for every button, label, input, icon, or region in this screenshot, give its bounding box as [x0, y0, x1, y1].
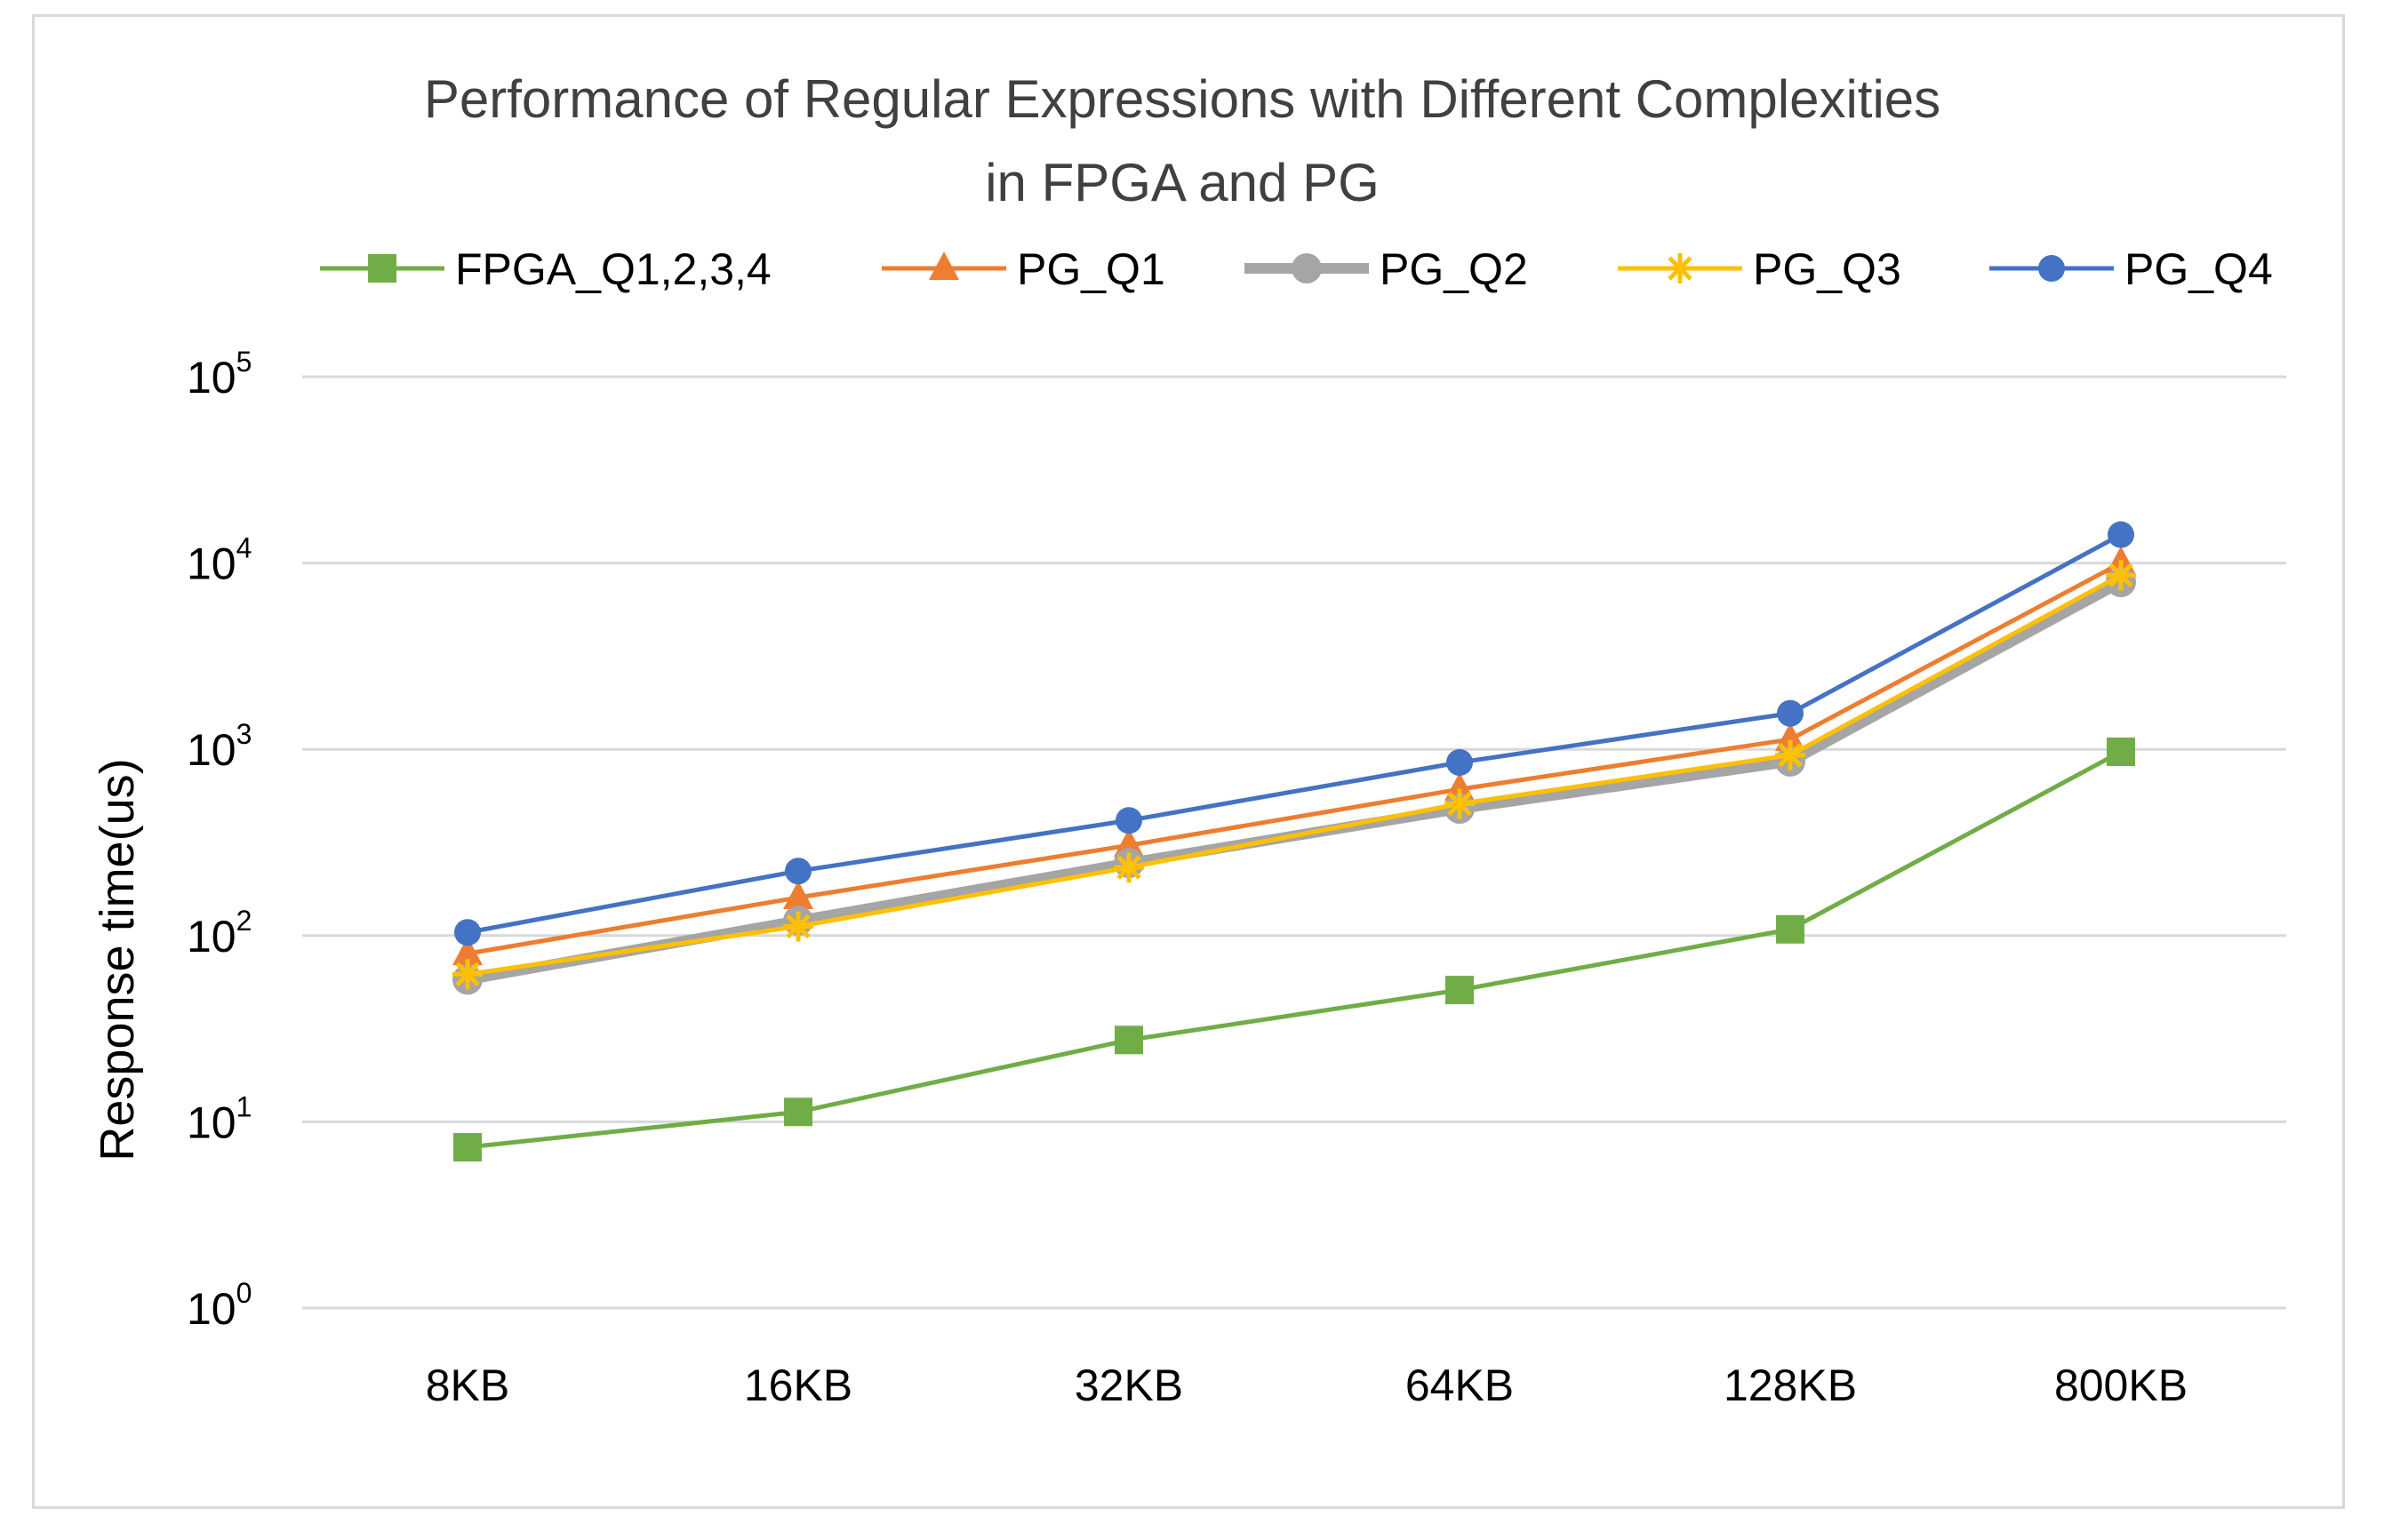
y-tick-base: 10	[187, 1097, 236, 1147]
legend-item: PG_Q1	[882, 244, 1165, 294]
chart-title-line-2: in FPGA and PG	[985, 153, 1380, 212]
data-point	[1116, 807, 1142, 834]
data-point	[784, 1097, 812, 1127]
y-tick-label: 104	[187, 532, 252, 589]
legend-item: PG_Q4	[1989, 244, 2273, 294]
y-tick-exponent: 5	[236, 346, 252, 378]
y-tick-base: 10	[187, 725, 236, 775]
legend-marker	[368, 254, 396, 283]
y-tick-label: 103	[187, 718, 252, 775]
legend-marker	[2038, 255, 2065, 282]
legend-marker	[1292, 253, 1322, 283]
x-axis-ticks: 8KB 16KB 32KB 64KB 128KB 800KB	[426, 1360, 2188, 1410]
y-tick-label: 100	[187, 1277, 252, 1334]
y-axis-title: Response time(us)	[91, 758, 144, 1161]
gridlines	[302, 375, 2286, 1310]
series-line	[466, 577, 2124, 985]
y-tick-base: 10	[187, 353, 236, 403]
y-tick-exponent: 3	[236, 718, 252, 750]
data-point	[1115, 1025, 1143, 1055]
legend-label: PG_Q2	[1380, 244, 1528, 294]
x-tick-label: 8KB	[426, 1360, 510, 1410]
data-point	[452, 937, 483, 966]
data-point	[1776, 914, 1804, 944]
data-point	[783, 881, 813, 910]
x-tick-label: 128KB	[1724, 1360, 1857, 1410]
chart-title: Performance of Regular Expressions with …	[424, 69, 1940, 212]
data-point	[1114, 852, 1144, 883]
y-tick-label: 101	[187, 1090, 252, 1147]
y-tick-exponent: 2	[236, 905, 252, 937]
legend-marker	[1665, 253, 1695, 283]
data-point	[1445, 976, 1474, 1005]
y-tick-label: 105	[187, 346, 252, 403]
y-tick-base: 10	[187, 539, 236, 589]
data-point	[2107, 737, 2135, 766]
legend-item: PG_Q2	[1244, 244, 1528, 294]
series-line	[467, 532, 2123, 935]
series-line	[467, 573, 2123, 977]
series-FPGA_Q1,2,3,4	[453, 737, 2135, 1162]
x-tick-label: 64KB	[1405, 1360, 1514, 1410]
data-point	[1446, 748, 1473, 776]
series-PG_Q3	[452, 560, 2136, 990]
y-tick-exponent: 1	[236, 1090, 252, 1122]
legend-label: PG_Q4	[2124, 244, 2273, 294]
x-tick-label: 800KB	[2054, 1360, 2188, 1410]
y-tick-label: 102	[187, 905, 252, 962]
data-point	[2108, 521, 2134, 548]
data-point	[452, 959, 483, 990]
legend: FPGA_Q1,2,3,4 PG_Q1 PG_Q2 PG_Q3 PG_Q4	[320, 244, 2273, 294]
data-point	[783, 911, 813, 942]
chart-title-line-1: Performance of Regular Expressions with …	[424, 69, 1940, 129]
series-line	[467, 749, 2123, 1150]
legend-label: PG_Q3	[1753, 244, 1901, 294]
y-tick-exponent: 0	[236, 1277, 252, 1309]
data-point	[1114, 828, 1144, 858]
data-point	[1775, 739, 1805, 770]
data-point	[1777, 699, 1804, 727]
y-tick-base: 10	[187, 1284, 236, 1334]
x-tick-label: 32KB	[1075, 1360, 1183, 1410]
legend-label: FPGA_Q1,2,3,4	[455, 244, 772, 294]
legend-marker	[929, 251, 959, 280]
data-point	[785, 858, 812, 885]
series-PG_Q2	[452, 567, 2136, 995]
legend-label: PG_Q1	[1017, 244, 1165, 294]
legend-item: PG_Q3	[1618, 244, 1901, 294]
data-point	[1444, 788, 1475, 819]
legend-item: FPGA_Q1,2,3,4	[320, 244, 772, 294]
data-point	[454, 919, 481, 946]
series-PG_Q1	[452, 546, 2136, 966]
series-PG_Q4	[454, 521, 2134, 946]
series-line	[467, 561, 2123, 956]
y-tick-exponent: 4	[236, 532, 252, 564]
data-point	[1775, 722, 1805, 752]
y-tick-base: 10	[187, 912, 236, 962]
chart-frame	[32, 14, 2345, 1509]
series	[452, 521, 2136, 1162]
data-point	[2106, 560, 2136, 591]
x-tick-label: 16KB	[744, 1360, 852, 1410]
data-point	[453, 1133, 482, 1162]
